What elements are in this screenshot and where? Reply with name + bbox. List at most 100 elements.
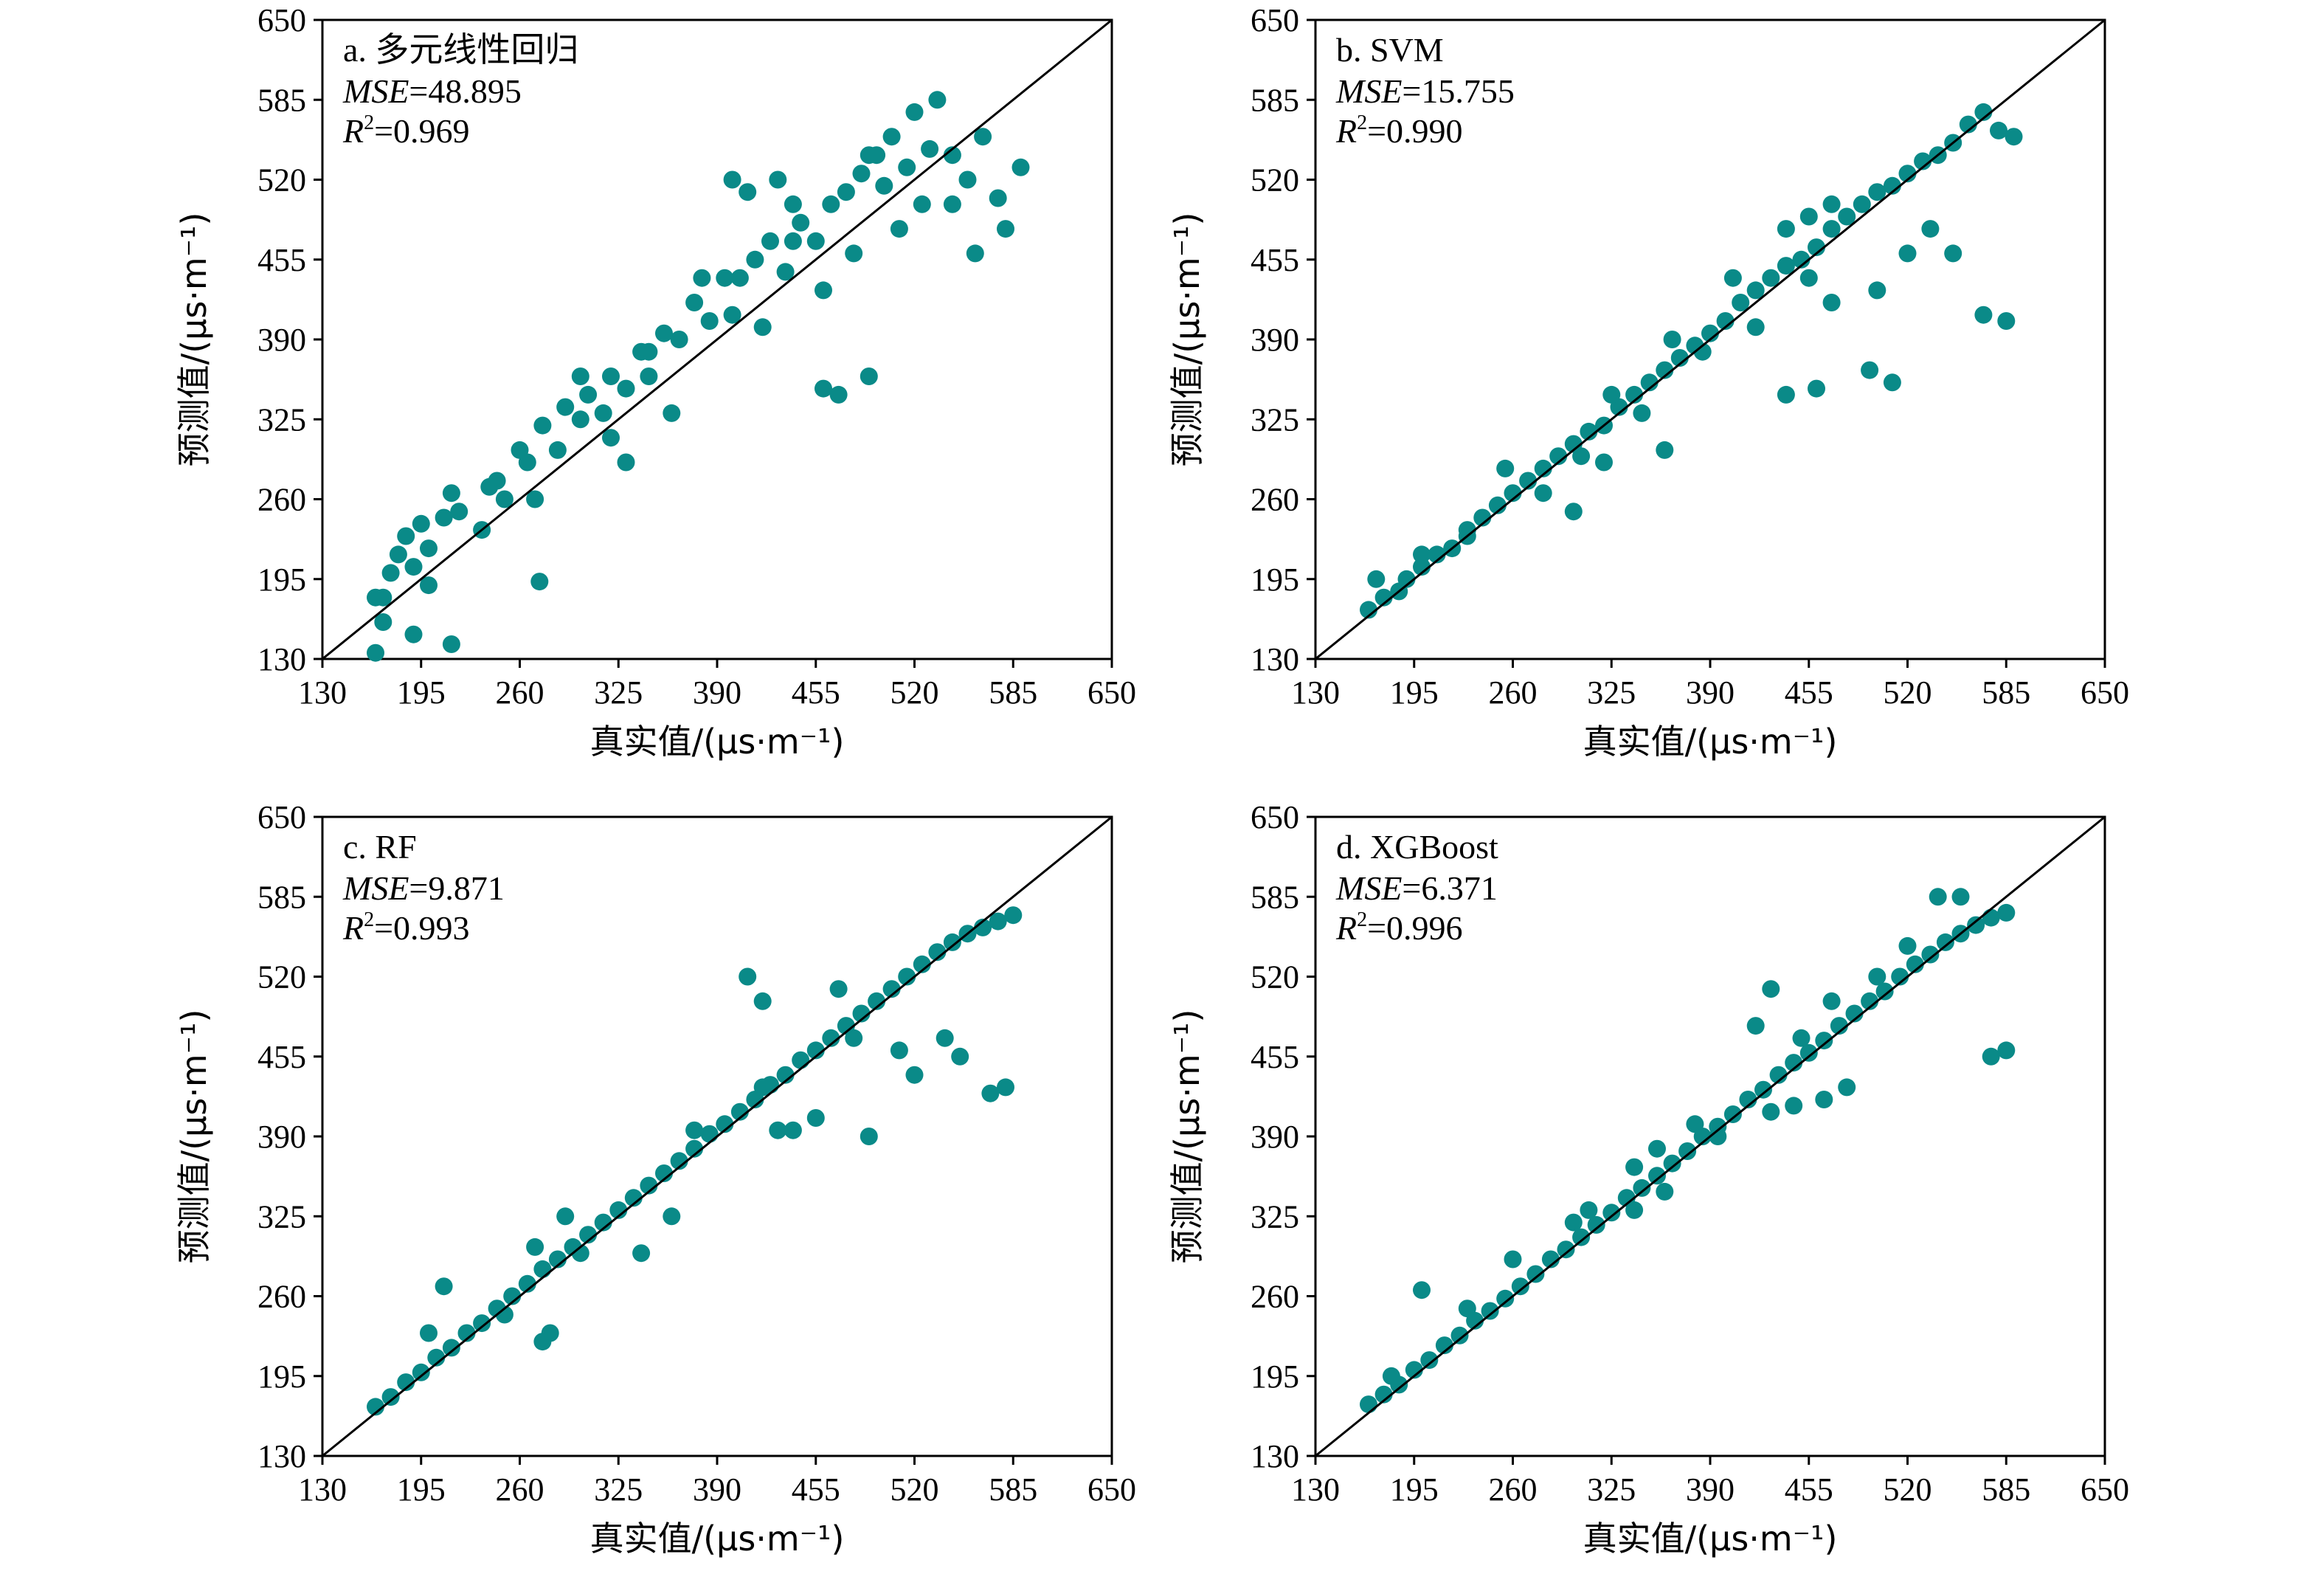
data-point <box>1557 1240 1575 1259</box>
data-point <box>905 103 924 121</box>
data-point <box>860 1128 878 1145</box>
data-point <box>845 244 863 263</box>
chart-panel-3: 130 195 260 325 390 455 520 585 650 130 195 260 325 3… <box>174 799 1136 1559</box>
r2-label: R <box>342 909 364 947</box>
data-point <box>594 1213 612 1232</box>
data-point <box>1693 342 1712 361</box>
data-point <box>579 385 598 404</box>
x-tick-label: 520 <box>1884 674 1932 711</box>
data-point <box>1875 982 1894 1001</box>
chart-panel-2: 130 195 260 325 390 455 520 585 650 130 195 260 325 3… <box>1167 2 2129 762</box>
data-point <box>594 404 612 422</box>
data-point <box>1413 1281 1431 1299</box>
data-point <box>1868 281 1886 300</box>
y-axis-title: 预测值/(μs·m⁻¹) <box>174 1009 214 1264</box>
data-point <box>1746 281 1765 300</box>
data-point <box>723 306 741 324</box>
data-point <box>1633 404 1651 422</box>
data-point <box>1580 1201 1598 1219</box>
data-point <box>1382 1367 1400 1385</box>
data-point <box>1822 992 1841 1010</box>
data-point <box>2005 128 2023 146</box>
data-point <box>548 1250 567 1268</box>
data-point <box>723 170 741 189</box>
data-point <box>1625 1158 1644 1176</box>
data-point <box>769 170 787 189</box>
data-point <box>1792 1029 1811 1047</box>
data-point <box>936 1029 954 1047</box>
y-tick-label: 130 <box>257 641 306 677</box>
y-tick-label: 325 <box>257 401 306 438</box>
reference-line-y-equals-x <box>322 815 1113 1457</box>
data-point <box>1656 441 1674 459</box>
scatter-points <box>1360 888 2016 1414</box>
data-point <box>776 1066 795 1084</box>
data-point <box>1845 1004 1864 1023</box>
data-point <box>412 514 430 533</box>
data-point <box>1504 1250 1522 1268</box>
data-point <box>746 250 764 269</box>
x-tick-label: 130 <box>1291 1471 1340 1508</box>
data-point <box>890 220 908 238</box>
x-tick-label: 260 <box>1489 1471 1538 1508</box>
data-point <box>420 539 438 558</box>
data-point <box>663 1207 681 1226</box>
data-point <box>530 573 549 591</box>
data-point <box>1861 992 1879 1010</box>
y-tick-label: 455 <box>257 1039 306 1075</box>
data-point <box>1648 1167 1666 1185</box>
reference-line-y-equals-x <box>1315 18 2106 660</box>
r2-value: =0.969 <box>374 112 469 150</box>
data-point <box>435 508 453 527</box>
data-point <box>571 367 589 385</box>
data-point <box>753 1078 772 1097</box>
x-tick-label: 260 <box>496 674 544 711</box>
data-point <box>503 1287 522 1305</box>
data-point <box>640 367 658 385</box>
y-tick-label: 390 <box>1251 1119 1299 1155</box>
data-point <box>1496 459 1515 477</box>
data-point <box>1526 1265 1545 1283</box>
x-axis-title: 真实值/(μs·m⁻¹) <box>590 1519 845 1559</box>
data-point <box>1367 570 1386 588</box>
data-point <box>716 1115 734 1133</box>
x-tick-label: 325 <box>594 674 643 711</box>
y-axis-title: 预测值/(μs·m⁻¹) <box>1167 1009 1207 1264</box>
x-tick-label: 520 <box>890 1471 939 1508</box>
data-point <box>958 170 977 189</box>
data-point <box>1830 1017 1848 1035</box>
y-tick-label: 585 <box>1251 879 1299 915</box>
data-point <box>1488 496 1507 514</box>
data-point <box>685 294 704 311</box>
y-tick-label: 325 <box>1251 401 1299 438</box>
data-point <box>1716 312 1735 330</box>
data-point <box>1868 967 1886 986</box>
data-point <box>1701 324 1719 342</box>
data-point <box>1929 888 1947 906</box>
data-point <box>1967 916 1985 934</box>
data-point <box>693 269 711 287</box>
data-point <box>1732 294 1750 311</box>
x-tick-label: 130 <box>1291 674 1340 711</box>
x-tick-label: 195 <box>1390 674 1439 711</box>
data-point <box>1982 908 2000 927</box>
data-point <box>609 1201 628 1219</box>
data-point <box>1450 1326 1469 1345</box>
data-point <box>1534 484 1552 503</box>
data-point <box>806 1041 825 1060</box>
data-point <box>1769 1066 1788 1084</box>
data-point <box>1549 447 1568 466</box>
x-tick-label: 325 <box>1587 674 1636 711</box>
y-tick-label: 195 <box>1251 562 1299 598</box>
data-point <box>526 490 544 508</box>
x-tick-label: 650 <box>1087 1471 1136 1508</box>
data-point <box>397 527 415 545</box>
data-point <box>1511 1277 1529 1296</box>
data-point <box>1936 933 1954 951</box>
data-point <box>1397 570 1416 588</box>
data-point <box>420 1324 438 1342</box>
data-point <box>1898 244 1917 263</box>
y-tick-label: 390 <box>1251 322 1299 358</box>
data-point <box>1413 545 1431 564</box>
data-point <box>700 312 719 330</box>
